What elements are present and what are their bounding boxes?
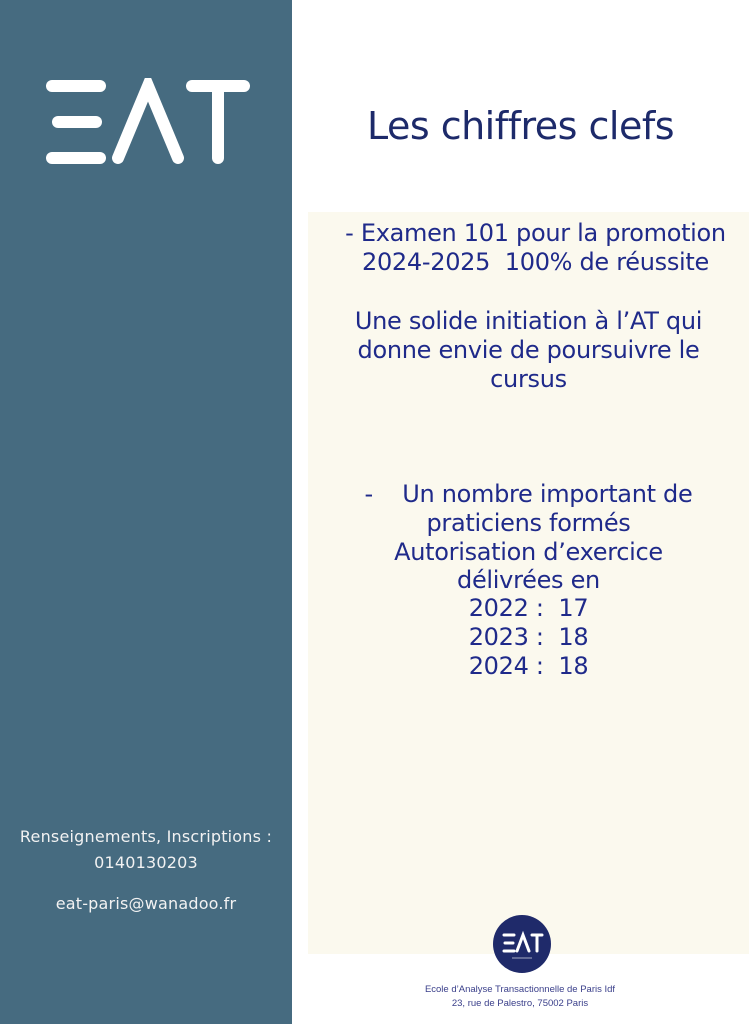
- content-line-nombre: - Un nombre important de: [364, 480, 693, 508]
- content-line-autorisation: Autorisation d’exercice: [394, 538, 663, 566]
- footer-address: 23, rue de Palestro, 75002 Paris: [451, 998, 589, 1009]
- page-title: Les chiffres clefs: [366, 104, 675, 148]
- footer-eat-logo: [493, 915, 551, 973]
- content-line-cursus: cursus: [490, 365, 567, 393]
- contact-phone[interactable]: 0140130203: [94, 853, 198, 872]
- content-line-initiation: Une solide initiation à l’AT qui: [354, 307, 703, 335]
- content-line-exam: - Examen 101 pour la promotion: [345, 219, 726, 247]
- content-line-envie: donne envie de poursuivre le: [357, 336, 700, 364]
- contact-label: Renseignements, Inscriptions :: [19, 827, 273, 846]
- content-line-success: 2024-2025 100% de réussite: [361, 248, 709, 276]
- content-line-delivrees: délivrées en: [457, 566, 600, 594]
- eat-logo: [46, 78, 250, 164]
- content-line-praticiens: praticiens formés: [426, 509, 631, 537]
- content-line-2023: 2023 : 18: [468, 623, 589, 651]
- content-panel: [308, 212, 749, 954]
- content-line-2024: 2024 : 18: [468, 652, 589, 680]
- sidebar: Renseignements, Inscriptions : 014013020…: [0, 0, 292, 1024]
- footer-school-name: Ecole d’Analyse Transactionnelle de Pari…: [424, 984, 616, 995]
- contact-email[interactable]: eat-paris@wanadoo.fr: [55, 894, 237, 913]
- content-line-2022: 2022 : 17: [468, 594, 589, 622]
